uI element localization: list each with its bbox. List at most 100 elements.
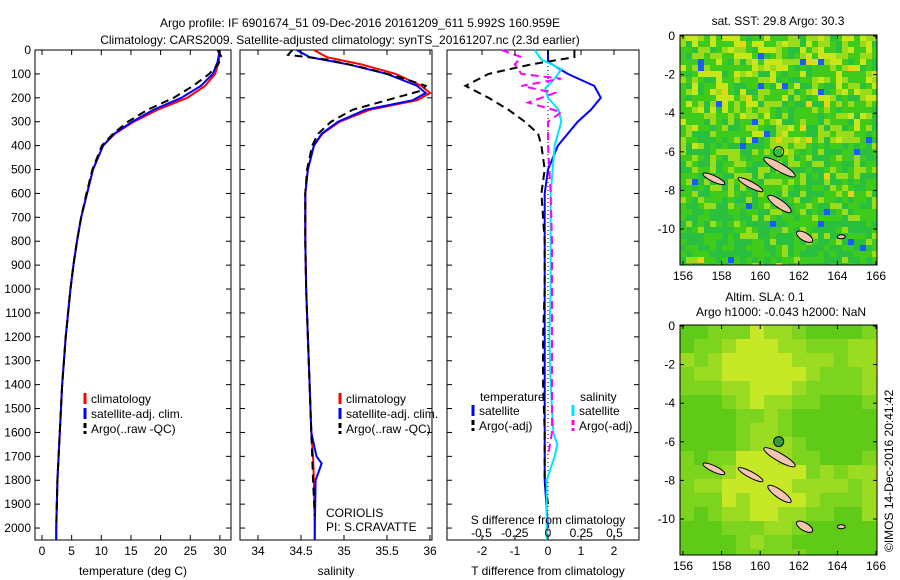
map-cell — [716, 227, 722, 233]
map-cell — [722, 107, 728, 113]
map-cell — [758, 101, 764, 107]
map-cell — [848, 549, 862, 555]
map-cell — [692, 263, 698, 265]
map-cell — [716, 233, 722, 239]
map-cell — [758, 221, 764, 227]
map-cell — [854, 179, 860, 185]
map-cell — [834, 339, 848, 353]
map-cell — [834, 325, 848, 339]
map-cell — [848, 77, 854, 83]
map-cell — [800, 107, 806, 113]
map-cell — [788, 137, 794, 143]
map-cell — [792, 367, 806, 381]
map-cell — [764, 113, 770, 119]
map-cell — [788, 131, 794, 137]
map-cell — [770, 221, 776, 227]
map-cell — [834, 353, 848, 367]
map-cell — [698, 143, 704, 149]
map-cell — [758, 77, 764, 83]
map-cell — [680, 409, 694, 423]
map-cell — [752, 77, 758, 83]
map-cell — [710, 59, 716, 65]
map-cell — [686, 131, 692, 137]
map-cell — [770, 95, 776, 101]
map-cell — [866, 191, 872, 197]
map-cell — [752, 35, 758, 41]
map-cell — [770, 101, 776, 107]
map-cell — [794, 41, 800, 47]
map-cell — [770, 77, 776, 83]
map-cell — [692, 101, 698, 107]
map-cell — [752, 197, 758, 203]
map-cell — [834, 507, 848, 521]
map-cell — [734, 197, 740, 203]
map-cell — [800, 35, 806, 41]
map-cell — [818, 95, 824, 101]
map-cell — [854, 83, 860, 89]
depth-tick-label: 100 — [11, 67, 31, 81]
map-cell — [848, 65, 854, 71]
map-cell — [710, 77, 716, 83]
map-cell — [806, 89, 812, 95]
map-cell — [728, 77, 734, 83]
map-cell — [806, 125, 812, 131]
map-cell — [842, 209, 848, 215]
map-cell — [716, 119, 722, 125]
map-cell — [860, 179, 866, 185]
t-difference-xtick-label: -2 — [477, 544, 488, 558]
map-cell — [764, 549, 778, 555]
map-cell — [764, 409, 778, 423]
map-cell — [866, 203, 872, 209]
map-cell — [686, 107, 692, 113]
map-cell — [764, 465, 778, 479]
map-cell — [698, 185, 704, 191]
map-cell — [806, 203, 812, 209]
map-cell — [836, 95, 842, 101]
map-cell — [734, 179, 740, 185]
map-cell — [758, 155, 764, 161]
map-cell — [680, 125, 686, 131]
map-cell — [680, 521, 694, 535]
map-cell — [728, 119, 734, 125]
map-cell — [776, 233, 782, 239]
map-cell — [692, 59, 698, 65]
map-cell — [800, 179, 806, 185]
map-cell — [686, 35, 692, 41]
map-cell — [686, 65, 692, 71]
map-cell — [862, 409, 876, 423]
map-cell — [860, 251, 866, 257]
map-cell — [806, 185, 812, 191]
map-cell — [728, 113, 734, 119]
argo-float-marker — [773, 146, 785, 158]
map-cell — [818, 83, 824, 89]
map-cell — [752, 119, 758, 125]
map-cell — [818, 107, 824, 113]
map-cell — [872, 35, 877, 41]
map-cell — [728, 227, 734, 233]
map-cell — [722, 367, 736, 381]
sla-map-title-line1: Altim. SLA: 0.1 — [725, 290, 805, 304]
map-cell — [722, 41, 728, 47]
map-cell — [740, 257, 746, 263]
map-cell — [692, 173, 698, 179]
map-cell — [872, 179, 877, 185]
map-cell — [758, 173, 764, 179]
map-cell — [806, 209, 812, 215]
map-cell — [710, 53, 716, 59]
map-cell — [722, 245, 728, 251]
map-cell — [860, 245, 866, 251]
map-cell — [792, 437, 806, 451]
map-cell — [818, 71, 824, 77]
map-cell — [698, 227, 704, 233]
map-cell — [758, 95, 764, 101]
map-cell — [848, 137, 854, 143]
map-cell — [716, 167, 722, 173]
map-cell — [842, 35, 848, 41]
map-cell — [872, 47, 877, 53]
map-cell — [710, 209, 716, 215]
map-cell — [806, 381, 820, 395]
map-cell — [750, 549, 764, 555]
map-cell — [710, 239, 716, 245]
map-cell — [842, 71, 848, 77]
map-cell — [848, 325, 862, 339]
